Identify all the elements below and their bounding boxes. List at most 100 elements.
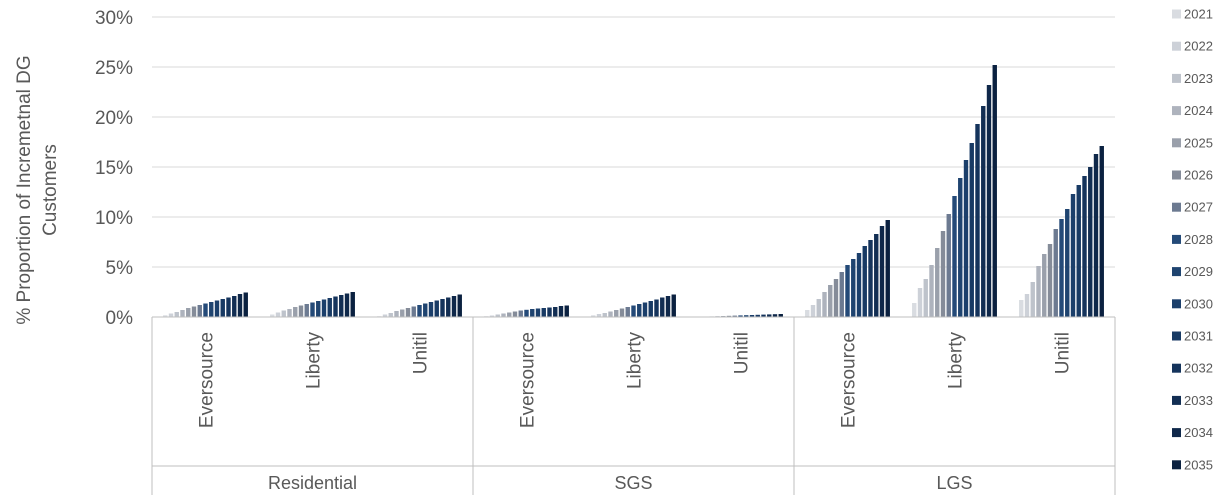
bar [220, 299, 225, 317]
bar [969, 143, 974, 317]
bar [614, 310, 619, 317]
bar [874, 234, 879, 317]
bar [749, 315, 755, 317]
bar [822, 292, 827, 317]
bar [805, 310, 810, 317]
legend-swatch [1172, 234, 1181, 244]
group-label: Residential [268, 473, 357, 493]
legend-label: 2035 [1184, 457, 1213, 472]
category-label: Eversource [839, 332, 860, 428]
bar [992, 65, 997, 317]
bar [917, 288, 923, 317]
bar [1093, 154, 1099, 317]
bar [637, 304, 642, 317]
bar [761, 314, 766, 317]
bar [191, 306, 197, 317]
legend-swatch [1172, 395, 1181, 405]
group-label: SGS [614, 473, 652, 493]
bar [316, 301, 321, 317]
bar [226, 297, 231, 317]
bar [851, 259, 856, 317]
bar [344, 293, 350, 317]
bar [287, 309, 292, 317]
bar [671, 294, 676, 317]
y-tick-label: 20% [95, 108, 133, 129]
y-axis-label: % Proportion of Incremetnal DG Customers [14, 55, 61, 324]
bar [1019, 300, 1024, 317]
bar [293, 307, 298, 317]
bar [512, 311, 518, 317]
bar [929, 265, 934, 317]
bar [168, 313, 174, 317]
bar [310, 302, 315, 317]
bar [333, 296, 338, 317]
category-label: Eversource [197, 332, 218, 428]
bar [214, 300, 220, 317]
bar [738, 315, 743, 317]
bar [1053, 229, 1058, 317]
bar [281, 310, 286, 317]
legend-swatch [1172, 73, 1181, 83]
bar [975, 124, 980, 317]
x-axis: Eversource Liberty Unitil Residential Everso… [151, 316, 1116, 495]
bar [451, 296, 457, 317]
legend-swatch [1172, 170, 1181, 180]
bar [558, 306, 564, 317]
bar [946, 214, 951, 317]
bar [767, 314, 772, 317]
bar [963, 160, 969, 317]
bar [495, 314, 500, 317]
bar [237, 294, 243, 317]
legend-label: 2031 [1184, 329, 1213, 344]
bar [232, 296, 237, 317]
bar [732, 315, 737, 317]
bar [660, 297, 665, 317]
bar [912, 303, 917, 317]
y-axis-label-line-1: % Proportion of Incremetnal DG [14, 55, 35, 324]
bar [457, 294, 462, 317]
bar [591, 315, 596, 317]
bar [755, 314, 760, 317]
bar [1036, 266, 1041, 317]
bar [507, 312, 512, 317]
bar [530, 309, 535, 317]
bar [940, 231, 946, 317]
bar [1065, 209, 1070, 317]
legend-label: 2029 [1184, 264, 1213, 279]
y-axis-label-line-2: Customers [40, 144, 61, 236]
category-label: Liberty [304, 332, 325, 390]
bar [1030, 282, 1035, 317]
bar [833, 279, 839, 317]
legend-swatch [1172, 428, 1181, 438]
bar [625, 307, 630, 317]
bar [778, 314, 783, 317]
category-label: Unitil [411, 332, 432, 374]
bar [744, 315, 749, 317]
bar [648, 301, 653, 317]
legend-label: 2027 [1184, 200, 1213, 215]
bar [501, 313, 506, 317]
y-tick-label: 15% [95, 158, 133, 179]
bar [816, 299, 821, 317]
bars [163, 65, 1104, 317]
bar [631, 305, 636, 317]
legend-label: 2028 [1184, 232, 1213, 247]
bar [923, 279, 928, 317]
bar [885, 220, 890, 317]
bar [839, 272, 844, 317]
bar [417, 305, 422, 317]
legend-label: 2032 [1184, 361, 1213, 376]
bar [1047, 244, 1053, 317]
bar [174, 312, 179, 317]
legend-label: 2034 [1184, 425, 1213, 440]
bar [1059, 219, 1064, 317]
bar [772, 314, 778, 317]
bar [440, 299, 445, 317]
legend-swatch [1172, 9, 1181, 19]
bar [518, 310, 523, 317]
legend-label: 2026 [1184, 168, 1213, 183]
y-tick-label: 30% [95, 8, 133, 29]
legend-swatch [1172, 331, 1181, 341]
bar [1042, 254, 1047, 317]
